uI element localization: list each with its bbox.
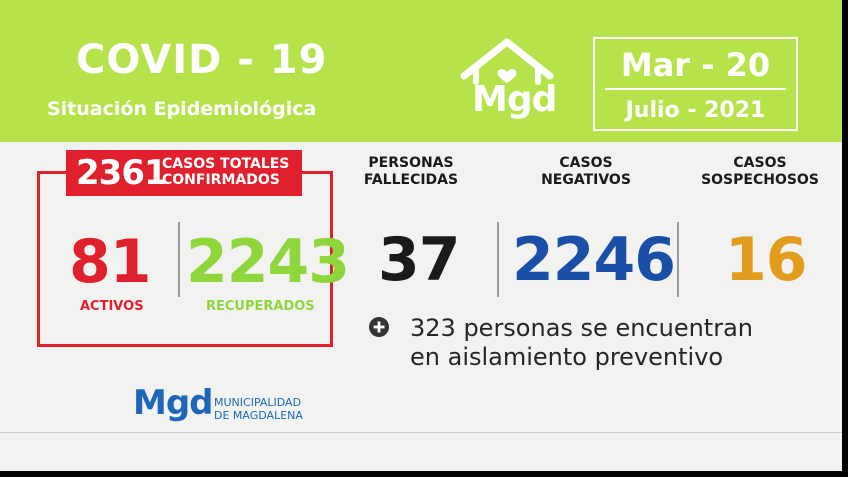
- suspected-header-line2: SOSPECHOSOS: [701, 172, 819, 188]
- negative-divider: [677, 222, 679, 297]
- negative-header-line2: NEGATIVOS: [541, 172, 631, 188]
- recovered-value: 2243: [186, 227, 350, 297]
- footer-logo-text: Mgd: [133, 383, 214, 423]
- recovered-label: RECUPERADOS: [206, 299, 315, 314]
- footer-name-line1: MUNICIPALIDAD: [214, 396, 302, 409]
- footer-name-line2: DE MAGDALENA: [214, 409, 303, 422]
- totals-divider: [178, 222, 180, 297]
- active-cases-value: 81: [69, 227, 151, 297]
- deaths-divider: [497, 222, 499, 297]
- total-cases-label: CASOS TOTALES CONFIRMADOS: [162, 156, 289, 188]
- suspected-header-line1: CASOS: [733, 155, 787, 171]
- plus-circle-icon: [369, 317, 389, 337]
- totals-banner: 2361 CASOS TOTALES CONFIRMADOS: [66, 150, 302, 196]
- negative-header-line1: CASOS: [559, 155, 613, 171]
- active-cases-label: ACTIVOS: [80, 299, 144, 314]
- header-banner: COVID - 19 Situación Epidemiológica Mgd …: [0, 0, 842, 142]
- total-cases-number: 2361: [76, 153, 168, 193]
- total-cases-label-line2: CONFIRMADOS: [162, 172, 280, 188]
- date-box: Mar - 20 Julio - 2021: [593, 37, 798, 131]
- deaths-value: 37: [378, 225, 460, 295]
- deaths-header-line2: FALLECIDAS: [363, 172, 459, 188]
- house-heart-icon: [460, 38, 554, 85]
- report-subtitle: Situación Epidemiológica: [47, 98, 317, 120]
- date-divider: [605, 88, 786, 90]
- deaths-header-line1: PERSONAS: [368, 155, 454, 171]
- report-title: COVID - 19: [76, 37, 328, 83]
- deaths-header: PERSONAS FALLECIDAS: [355, 155, 467, 189]
- isolation-line1: 323 personas se encuentran: [410, 314, 753, 342]
- date-month-year: Julio - 2021: [625, 98, 766, 123]
- total-cases-label-line1: CASOS TOTALES: [162, 156, 290, 172]
- header-logo-text: Mgd: [472, 79, 557, 120]
- suspected-value: 16: [725, 225, 807, 295]
- suspected-header: CASOS SOSPECHOSOS: [696, 155, 824, 189]
- isolation-line2: en aislamiento preventivo: [410, 343, 724, 371]
- negative-header: CASOS NEGATIVOS: [530, 155, 642, 189]
- bottom-divider: [0, 432, 842, 433]
- negative-value: 2246: [512, 225, 676, 295]
- date-range: Mar - 20: [620, 46, 771, 84]
